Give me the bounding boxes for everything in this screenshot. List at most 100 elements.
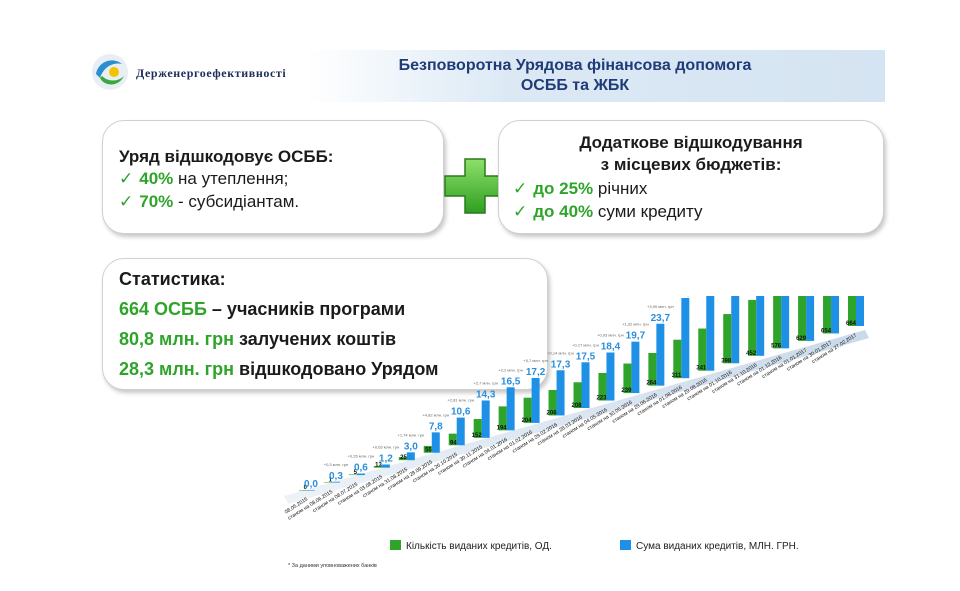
item-value: до 25% — [533, 179, 594, 198]
sum-bar — [831, 296, 840, 334]
card-heading-line-1: Додаткове відшкодування — [579, 133, 803, 152]
card-item: ✓ 40% на утеплення; — [119, 169, 288, 189]
sum-value-label: 17,2 — [526, 367, 546, 378]
stat-text: – учасників програми — [206, 299, 406, 319]
count-bar — [848, 296, 856, 326]
count-value-label: 341 — [696, 366, 707, 372]
sum-value-label: 7,8 — [429, 421, 443, 432]
sum-value-label: 19,7 — [626, 331, 646, 342]
item-value: 70% — [139, 192, 174, 211]
count-bar — [723, 314, 732, 364]
sum-value-label: 0,3 — [329, 471, 343, 482]
stat-value: 664 ОСББ — [119, 299, 207, 319]
check-icon: ✓ — [513, 179, 528, 198]
stat-value: 80,8 млн. грн — [119, 329, 235, 349]
increment-label: +2,7 млн. грн — [473, 380, 497, 385]
statistics-line: 80,8 млн. грн залучених коштів — [119, 329, 396, 350]
count-bar — [798, 296, 807, 341]
sum-value-label: 1,2 — [379, 454, 393, 465]
count-bar — [623, 363, 632, 394]
sum-value-label: 0,6 — [354, 463, 368, 474]
item-text: річних — [593, 179, 648, 198]
sum-bar — [431, 432, 440, 453]
sum-value-label: 3,0 — [404, 441, 418, 452]
count-value-label: 55 — [425, 448, 432, 454]
page-title-line-2: ОСББ та ЖБК — [520, 77, 630, 94]
increment-label: +0,7 млн. грн — [523, 358, 547, 363]
increment-label: +1,32 млн. грн — [622, 322, 649, 327]
agency-logo-icon — [92, 54, 128, 90]
legend-swatch-count — [390, 540, 401, 550]
count-value-label: 398 — [721, 358, 732, 364]
count-value-label: 208 — [571, 403, 582, 409]
sum-bar — [356, 473, 365, 476]
increment-label: +2,2 млн. грн — [498, 367, 522, 372]
header-banner — [305, 50, 885, 102]
check-icon: ✓ — [119, 169, 134, 188]
count-value-label: 152 — [472, 433, 483, 439]
sum-value-label: 18,4 — [601, 342, 621, 353]
count-bar — [473, 419, 482, 438]
sum-bar — [331, 481, 340, 483]
count-bar — [299, 490, 307, 491]
count-value-label: 0 — [304, 485, 308, 491]
statistics-heading: Статистика: — [119, 269, 226, 289]
sum-bar — [781, 296, 790, 349]
increment-label: +0,3 млн. грн — [324, 462, 348, 467]
count-bar — [373, 466, 382, 468]
count-value-label: 94 — [450, 440, 457, 446]
check-icon: ✓ — [513, 202, 528, 221]
sum-bar — [531, 377, 540, 423]
sum-bar — [656, 323, 665, 386]
page-title: Безповоротна Урядова фінансова допомога … — [305, 56, 845, 96]
increment-label: +0,14 млн. грн — [547, 350, 574, 355]
count-bar — [423, 445, 432, 453]
check-icon: ✓ — [119, 192, 134, 211]
increment-label: +0,26 млн. грн — [348, 454, 375, 459]
legend-swatch-sum — [620, 540, 631, 550]
count-bar — [773, 296, 782, 349]
statistics-line: 28,3 млн. грн відшкодовано Урядом — [119, 359, 438, 380]
local-budget-compensation-card: Додаткове відшкодування з місцевих бюдже… — [498, 120, 884, 234]
count-bar — [573, 382, 582, 408]
count-value-label: 223 — [596, 396, 607, 402]
statistics-line: 664 ОСББ – учасників програми — [119, 299, 405, 320]
increment-label: +0,63 млн. грн — [373, 445, 400, 450]
sum-bar — [631, 341, 640, 394]
count-bar — [398, 457, 407, 461]
count-value-label: 576 — [771, 343, 782, 349]
sum-value-label: 10,6 — [451, 407, 471, 418]
count-value-label: 5 — [354, 470, 358, 476]
count-bar — [598, 372, 607, 401]
sum-value-label: 0,0 — [304, 479, 318, 490]
count-value-label: 206 — [547, 410, 558, 416]
sum-value-label: 30,7 — [676, 296, 696, 298]
increment-label: +2,81 млн. грн — [447, 398, 474, 403]
count-bar — [823, 296, 832, 334]
count-value-label: 664 — [846, 321, 857, 327]
sum-bar — [706, 296, 715, 371]
count-bar — [348, 474, 357, 476]
statistics-card: Статистика: 664 ОСББ – учасників програм… — [102, 258, 548, 390]
increment-label: +3,99 млн. грн — [647, 304, 674, 309]
card-heading: Уряд відшкодовує ОСББ: — [119, 147, 334, 166]
count-bar — [673, 339, 682, 379]
item-text: суми кредиту — [593, 202, 703, 221]
sum-value-label: 17,3 — [551, 359, 571, 370]
agency-name: Держенергоефективності — [136, 66, 287, 80]
sum-value-label: 16,5 — [501, 376, 521, 387]
page-title-line-1: Безповоротна Урядова фінансова допомога — [398, 57, 752, 74]
count-bar — [748, 299, 757, 356]
stat-text: залучених коштів — [234, 329, 397, 349]
sum-bar — [681, 298, 690, 379]
count-value-label: 311 — [672, 373, 682, 379]
government-compensation-card: Уряд відшкодовує ОСББ: ✓ 40% на утеплення… — [102, 120, 444, 234]
card-item: ✓ до 40% суми кредиту — [513, 202, 703, 222]
item-value: 40% — [139, 169, 174, 188]
sum-value-label: 14,3 — [476, 389, 496, 400]
count-bar — [498, 406, 507, 431]
count-bar — [648, 352, 657, 386]
stat-text: відшкодовано Урядом — [234, 359, 439, 379]
plus-icon — [444, 158, 506, 214]
